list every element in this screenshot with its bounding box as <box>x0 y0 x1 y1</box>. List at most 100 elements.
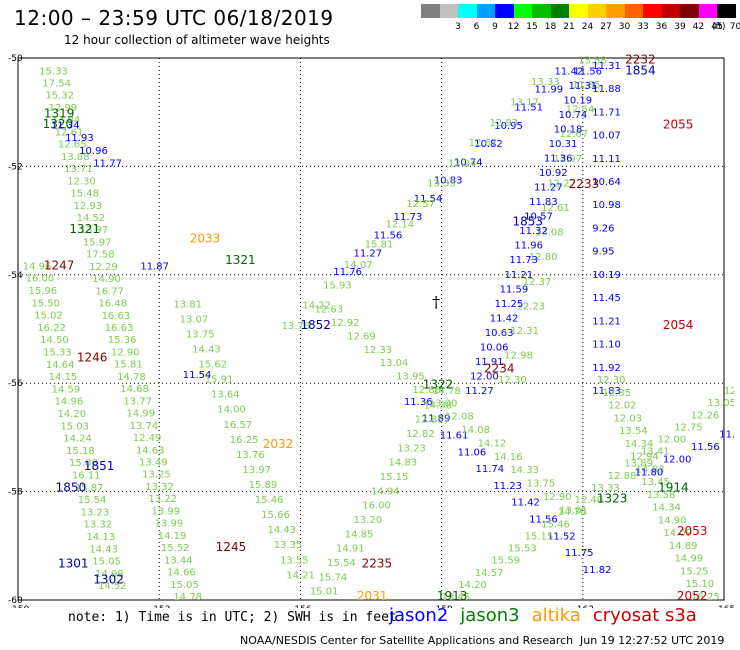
color-scale-label: 21 <box>563 22 575 32</box>
wave-height-value: 14.52 <box>98 581 127 592</box>
wave-height-value: 13.17 <box>510 97 539 108</box>
wave-height-value: 10.83 <box>434 176 463 187</box>
wave-height-value: 11.31 <box>568 81 597 92</box>
wave-height-value: 11.56 <box>573 66 602 77</box>
wave-height-value: 10.98 <box>592 200 621 211</box>
wave-height-value: 16.25 <box>691 592 720 603</box>
wave-height-value: 14.90 <box>92 274 121 285</box>
page-subtitle: 12 hour collection of altimeter wave hei… <box>64 33 330 47</box>
wave-height-value: 14.15 <box>49 372 78 383</box>
color-scale-swatch <box>550 4 570 18</box>
wave-height-value: 14.52 <box>77 213 106 224</box>
wave-height-value: 12.29 <box>89 262 118 273</box>
wave-height-value: 10.74 <box>559 110 588 121</box>
wave-height-value: 11.77 <box>93 158 122 169</box>
pass-time-label: 2055 <box>663 117 694 131</box>
wave-height-value: 15.33 <box>43 347 72 358</box>
plot-frame <box>17 57 725 601</box>
wave-height-value: 13.84 <box>52 115 81 126</box>
wave-height-value: 12.08 <box>445 412 474 423</box>
wave-height-value: 14.94 <box>371 486 400 497</box>
wave-height-value: 12.02 <box>608 401 637 412</box>
wave-height-value: 11.91 <box>475 357 504 368</box>
wave-height-value: 10.19 <box>592 270 621 281</box>
wave-height-value: 11.10 <box>592 340 621 351</box>
wave-height-value: 11.73 <box>509 255 538 266</box>
wave-height-value: 15.05 <box>170 580 199 591</box>
wave-height-value: 14.70 <box>558 507 587 518</box>
pass-time-label: 2053 <box>677 524 708 538</box>
pass-time-label: 2032 <box>263 437 294 451</box>
y-tick-label: -54 <box>8 271 23 281</box>
wave-height-value: 13.08 <box>535 228 564 239</box>
wave-height-value: 11.85 <box>572 80 601 91</box>
wave-height-value: 14.83 <box>388 458 417 469</box>
wave-height-value: 13.35 <box>274 540 303 551</box>
wave-height-value: 12.80 <box>529 252 558 263</box>
wave-height-value: 13.88 <box>578 55 607 66</box>
footer-credit: NOAA/NESDIS Center for Satellite Applica… <box>240 634 574 647</box>
wave-height-value: 11.56 <box>691 442 720 453</box>
wave-height-value: 14.20 <box>458 580 487 591</box>
wave-height-value: 12.30 <box>498 375 527 386</box>
wave-height-value: 14.13 <box>86 532 115 543</box>
color-scale-swatch <box>606 4 625 18</box>
wave-height-value: 15.36 <box>108 335 137 346</box>
wave-height-value: 14.99 <box>674 554 703 565</box>
wave-height-value: 12.85 <box>602 388 631 399</box>
color-scale-label: 42 <box>692 22 705 32</box>
wave-height-value: 11.27 <box>465 386 494 397</box>
wave-height-value: 15.02 <box>34 311 63 322</box>
wave-height-value: 14.99 <box>127 409 156 420</box>
wave-height-value: 14.24 <box>63 434 92 445</box>
pass-time-label: 1246 <box>77 351 108 365</box>
wave-height-value: 14.91 <box>336 544 365 555</box>
wave-height-value: 15.32 <box>45 91 74 102</box>
wave-height-value: 12.37 <box>523 277 552 288</box>
color-scale-swatch <box>587 4 607 18</box>
wave-height-value: 12.93 <box>489 118 518 129</box>
wave-height-value: 16.25 <box>230 435 259 446</box>
color-scale-label: 39 <box>674 22 686 32</box>
wave-height-value: 12.67 <box>469 138 498 149</box>
pass-time-label: 1850 <box>56 481 87 495</box>
pass-time-label: 1852 <box>300 318 331 332</box>
wave-height-value: 11.71 <box>592 107 621 118</box>
wave-height-value: 11.92 <box>592 363 621 374</box>
wave-height-value: 11.96 <box>514 241 543 252</box>
color-scale-label: 27 <box>600 22 612 32</box>
wave-height-value: 11.59 <box>500 284 529 295</box>
wave-height-value: 15.50 <box>31 298 60 309</box>
wave-height-value: 13.33 <box>427 179 456 190</box>
wave-height-value: 13.88 <box>61 152 90 163</box>
wave-height-value: 13.71 <box>64 164 93 175</box>
pass-time-label: 1913 <box>437 589 468 603</box>
page-title: 12:00 – 23:59 UTC 06/18/2019 <box>14 6 334 30</box>
wave-height-value: 11.21 <box>592 316 621 327</box>
wave-height-value: 13.33 <box>531 77 560 88</box>
wave-height-value: 11.73 <box>394 212 423 223</box>
wave-height-value: 14.22 <box>302 301 331 312</box>
wave-height-value: 14.07 <box>344 260 373 271</box>
color-scale-swatch <box>532 4 551 18</box>
wave-height-value: 14.19 <box>158 531 187 542</box>
wave-height-value: 14.98 <box>95 569 124 580</box>
wave-height-value: 11.52 <box>547 531 576 542</box>
color-scale-label: 45 <box>711 22 723 32</box>
legend-entry: cryosat s3a <box>592 605 697 626</box>
wave-height-value: 12.27 <box>547 178 576 189</box>
wave-height-value: 12.83 <box>415 415 444 426</box>
wave-height-value: 15.54 <box>78 495 107 506</box>
wave-height-value: 15.81 <box>365 240 394 251</box>
wave-height-value: 14.21 <box>286 570 315 581</box>
wave-height-value: 15.52 <box>161 543 190 554</box>
wave-height-value: 13.44 <box>164 555 193 566</box>
color-scale-label: 9 <box>492 22 498 32</box>
wave-height-value: 11.88 <box>592 84 621 95</box>
wave-height-value: 13.49 <box>139 458 168 469</box>
wave-height-value: 12.24 <box>448 158 477 169</box>
color-scale-label: 70 <box>729 22 740 32</box>
wave-height-value: 13.45 <box>442 592 471 603</box>
x-tick-label: 159 <box>436 605 453 608</box>
wave-height-value: 16.00 <box>26 274 55 285</box>
